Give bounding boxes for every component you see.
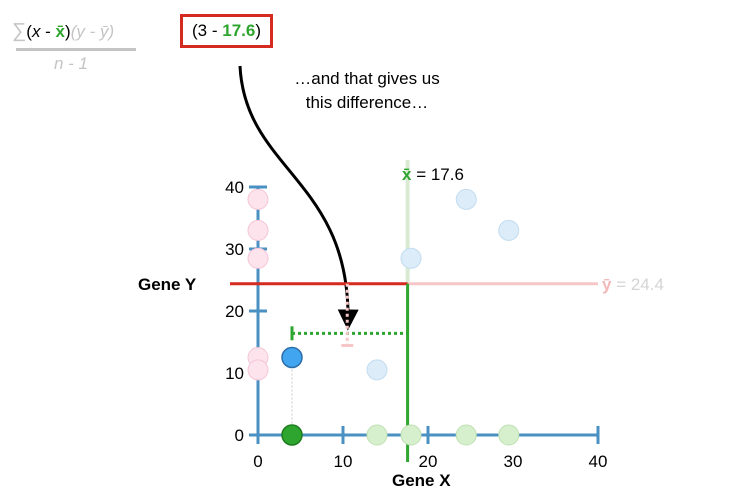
highlighted-data-point: [281, 346, 303, 369]
x-projection-point: [400, 424, 422, 446]
difference-value: 17.6: [222, 21, 256, 40]
data-point: [498, 219, 520, 241]
x-tick-label: 0: [253, 452, 262, 471]
x-mean-label: x̄ = 17.6: [402, 165, 464, 184]
curved-arrow: [238, 65, 359, 331]
x-mean-symbol: x̄: [55, 22, 66, 41]
y-term: (y - ȳ): [70, 22, 115, 41]
formula-numerator: ∑(x - x̄)(y - ȳ): [12, 20, 115, 42]
y-tick-label: 30: [225, 240, 244, 259]
y-tick-label: 10: [225, 364, 244, 383]
x-tick-label: 40: [589, 452, 608, 471]
fraction-bar: [16, 48, 136, 51]
y-projection-point: [247, 359, 269, 381]
y-tick-label: 40: [225, 178, 244, 197]
x-projection-point: [498, 424, 520, 446]
x-tick-label: 30: [504, 452, 523, 471]
data-point: [455, 188, 477, 210]
highlighted-x-projection: [281, 424, 303, 446]
annotation-text: …and that gives us this difference…: [294, 69, 440, 112]
y-tick-label: 0: [235, 426, 244, 445]
x-tick-label: 20: [419, 452, 438, 471]
y-axis-title: Gene Y: [138, 275, 197, 294]
data-point: [400, 247, 422, 269]
y-tick-label: 20: [225, 302, 244, 321]
x-variable: x: [31, 22, 41, 41]
data-point: [366, 359, 388, 381]
y-mean-label: ȳ = 24.4: [602, 275, 664, 294]
difference-box: (3 - 17.6): [180, 14, 273, 48]
y-projection-point: [247, 247, 269, 269]
sigma-symbol: ∑: [12, 20, 27, 42]
x-axis-title: Gene X: [392, 471, 451, 490]
y-projection-point: [247, 188, 269, 210]
covariance-formula: ∑(x - x̄)(y - ȳ) n - 1: [8, 14, 148, 84]
y-projection-point: [247, 219, 269, 241]
x-tick-label: 10: [334, 452, 353, 471]
formula-denominator: n - 1: [54, 54, 89, 73]
x-projection-point: [455, 424, 477, 446]
x-projection-point: [366, 424, 388, 446]
